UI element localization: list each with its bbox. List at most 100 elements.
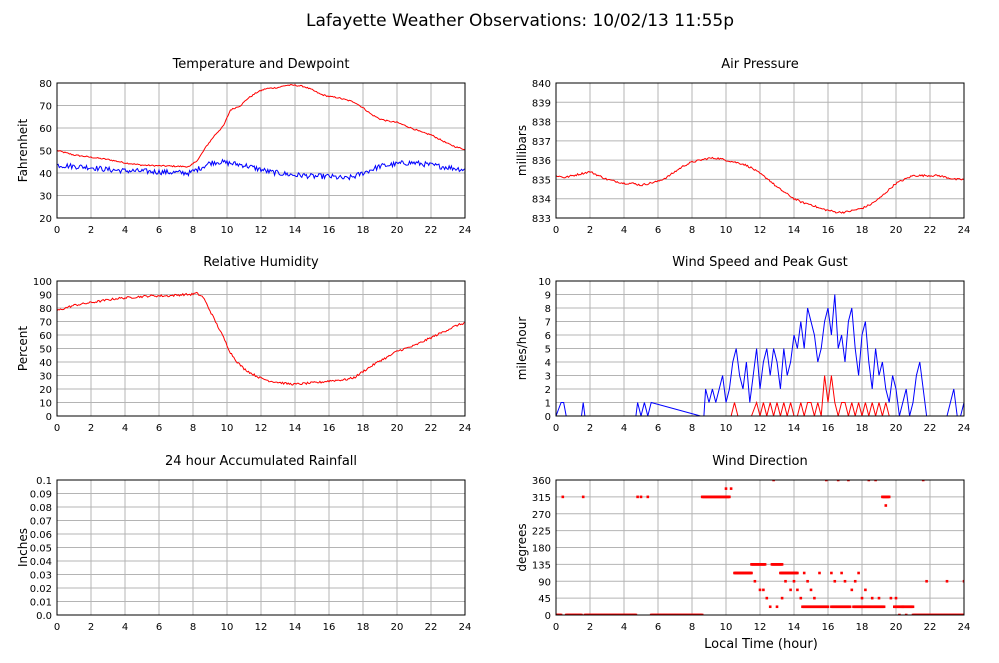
y-tick-label: 836 bbox=[532, 156, 551, 167]
x-tick-label: 4 bbox=[621, 225, 627, 236]
direction-point bbox=[921, 480, 925, 482]
y-tick-label: 835 bbox=[532, 175, 551, 186]
x-tick-label: 4 bbox=[621, 423, 627, 434]
direction-point bbox=[894, 596, 898, 600]
x-tick-label: 22 bbox=[924, 622, 937, 633]
direction-point bbox=[724, 487, 728, 490]
y-tick-label: 0.09 bbox=[30, 490, 52, 501]
y-tick-label: 50 bbox=[39, 345, 52, 356]
y-tick-label: 20 bbox=[39, 385, 52, 396]
y-tick-label: 10 bbox=[39, 399, 52, 410]
series-line-1 bbox=[556, 294, 964, 416]
y-tick-label: 135 bbox=[532, 560, 551, 571]
direction-point bbox=[889, 596, 893, 600]
direction-point bbox=[784, 579, 787, 583]
x-tick-label: 14 bbox=[289, 225, 302, 236]
series-line-2 bbox=[57, 158, 465, 181]
x-tick-label: 4 bbox=[122, 225, 128, 236]
y-tick-label: 20 bbox=[39, 214, 52, 225]
y-tick-label: 70 bbox=[39, 318, 52, 329]
direction-point bbox=[911, 605, 915, 609]
direction-point bbox=[904, 613, 908, 615]
y-tick-label: 837 bbox=[532, 137, 551, 148]
x-axis-label: Local Time (hour) bbox=[704, 637, 818, 652]
y-tick-label: 838 bbox=[532, 118, 551, 129]
direction-point bbox=[945, 579, 949, 583]
series-line-1 bbox=[556, 156, 964, 214]
chart-title: 24 hour Accumulated Rainfall bbox=[165, 454, 357, 469]
y-axis-label: degrees bbox=[515, 523, 529, 571]
y-tick-label: 0.05 bbox=[30, 544, 52, 555]
x-tick-label: 22 bbox=[425, 622, 438, 633]
x-tick-label: 2 bbox=[88, 423, 94, 434]
direction-point bbox=[962, 579, 964, 583]
y-tick-label: 0.01 bbox=[30, 598, 52, 609]
x-tick-label: 0 bbox=[54, 225, 60, 236]
x-tick-label: 10 bbox=[221, 622, 234, 633]
x-tick-label: 24 bbox=[958, 622, 971, 633]
x-tick-label: 2 bbox=[587, 622, 593, 633]
x-tick-label: 12 bbox=[754, 225, 767, 236]
plot-frame bbox=[56, 82, 466, 219]
direction-point bbox=[901, 605, 905, 609]
y-tick-label: 9 bbox=[545, 291, 551, 302]
y-tick-label: 225 bbox=[532, 527, 551, 538]
y-tick-label: 5 bbox=[545, 345, 551, 356]
x-tick-label: 0 bbox=[553, 622, 559, 633]
y-tick-label: 40 bbox=[39, 169, 52, 180]
x-tick-label: 0 bbox=[54, 622, 60, 633]
chart-title: Temperature and Dewpoint bbox=[172, 57, 350, 72]
x-tick-label: 6 bbox=[655, 225, 661, 236]
chart-title: Relative Humidity bbox=[203, 255, 319, 270]
y-tick-label: 60 bbox=[39, 331, 52, 342]
y-tick-label: 8 bbox=[545, 304, 551, 315]
direction-point bbox=[775, 605, 779, 609]
direction-point bbox=[772, 480, 775, 482]
y-tick-label: 40 bbox=[39, 358, 52, 369]
x-tick-label: 12 bbox=[255, 225, 268, 236]
y-tick-label: 315 bbox=[532, 493, 551, 504]
y-tick-label: 0.07 bbox=[30, 517, 52, 528]
y-tick-label: 0 bbox=[545, 611, 551, 622]
direction-point bbox=[768, 605, 772, 609]
x-tick-label: 18 bbox=[357, 622, 370, 633]
x-tick-label: 10 bbox=[221, 423, 234, 434]
x-tick-label: 4 bbox=[122, 622, 128, 633]
direction-point bbox=[796, 588, 799, 592]
y-tick-label: 0.06 bbox=[30, 530, 52, 541]
x-tick-label: 18 bbox=[357, 423, 370, 434]
x-tick-label: 10 bbox=[221, 225, 234, 236]
y-axis-label: Percent bbox=[16, 326, 30, 371]
direction-point bbox=[639, 495, 643, 499]
direction-point bbox=[728, 495, 731, 499]
direction-point bbox=[887, 495, 891, 499]
plot-frame bbox=[56, 280, 466, 417]
direction-point bbox=[818, 571, 821, 575]
plot-area bbox=[556, 156, 964, 214]
direction-point bbox=[780, 563, 784, 566]
y-tick-label: 840 bbox=[532, 79, 551, 90]
x-tick-label: 18 bbox=[856, 225, 869, 236]
y-tick-label: 0.08 bbox=[30, 503, 52, 514]
y-axis-label: miles/hour bbox=[515, 317, 529, 381]
x-tick-label: 6 bbox=[655, 423, 661, 434]
y-tick-label: 360 bbox=[532, 476, 551, 487]
x-tick-label: 20 bbox=[391, 225, 404, 236]
direction-point bbox=[646, 495, 650, 499]
y-tick-label: 180 bbox=[532, 544, 551, 555]
x-tick-label: 8 bbox=[190, 622, 196, 633]
x-tick-label: 20 bbox=[391, 622, 404, 633]
direction-point bbox=[763, 563, 767, 566]
x-tick-label: 2 bbox=[88, 225, 94, 236]
direction-point bbox=[580, 613, 583, 615]
y-tick-label: 833 bbox=[532, 214, 551, 225]
direction-point bbox=[857, 571, 860, 575]
direction-point bbox=[830, 571, 833, 575]
direction-point bbox=[561, 495, 565, 499]
direction-point bbox=[792, 579, 796, 583]
direction-point bbox=[809, 588, 813, 592]
x-tick-label: 8 bbox=[689, 622, 695, 633]
y-tick-label: 80 bbox=[39, 304, 52, 315]
